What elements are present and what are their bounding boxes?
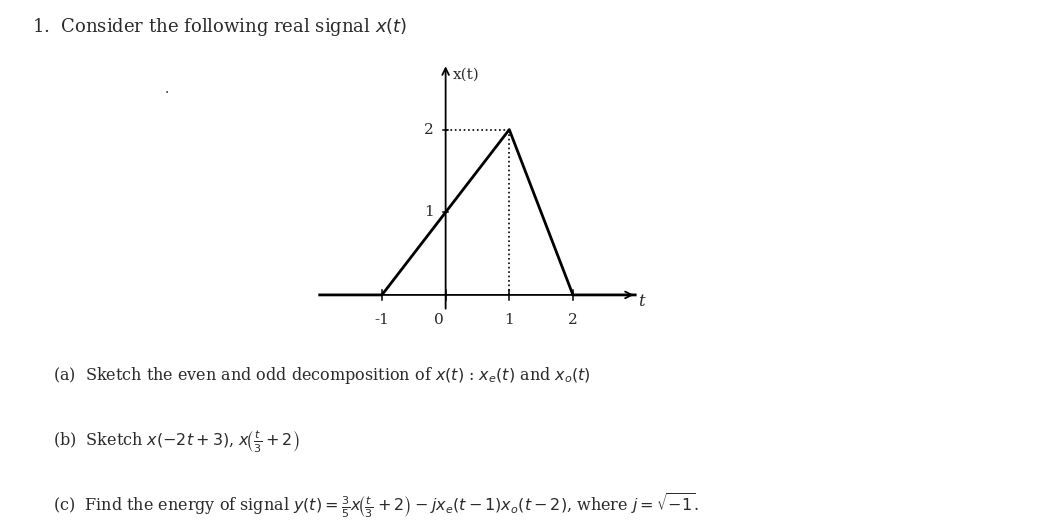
Text: (a)  Sketch the even and odd decomposition of $x(t)$ : $x_e(t)$ and $x_o(t)$: (a) Sketch the even and odd decompositio…: [53, 365, 591, 386]
Text: 0: 0: [434, 313, 445, 327]
Text: -1: -1: [375, 313, 389, 327]
Text: (b)  Sketch $x(-2t+3)$, $x\!\left(\frac{t}{3}+2\right)$: (b) Sketch $x(-2t+3)$, $x\!\left(\frac{t…: [53, 428, 299, 454]
Text: 2: 2: [424, 123, 434, 136]
Text: 1.  Consider the following real signal $x(t)$: 1. Consider the following real signal $x…: [32, 16, 407, 38]
Text: (c)  Find the energy of signal $y(t) = \frac{3}{5}x\!\left(\frac{t}{3}+2\right) : (c) Find the energy of signal $y(t) = \f…: [53, 492, 699, 521]
Text: t: t: [638, 293, 644, 310]
Text: 2: 2: [568, 313, 578, 327]
Text: .: .: [164, 82, 169, 96]
Text: x(t): x(t): [453, 68, 480, 81]
Text: 1: 1: [424, 205, 434, 219]
Text: 1: 1: [504, 313, 515, 327]
